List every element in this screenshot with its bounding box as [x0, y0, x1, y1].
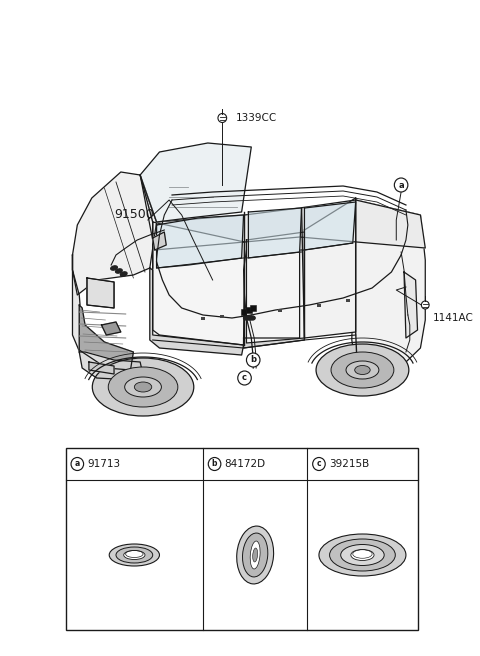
- Text: b: b: [250, 356, 256, 365]
- Polygon shape: [101, 322, 121, 335]
- Ellipse shape: [246, 316, 252, 320]
- Ellipse shape: [341, 544, 384, 565]
- Ellipse shape: [116, 547, 153, 563]
- Ellipse shape: [346, 361, 379, 379]
- Ellipse shape: [331, 352, 394, 388]
- Polygon shape: [304, 198, 356, 338]
- Polygon shape: [140, 143, 252, 222]
- Bar: [240, 309, 246, 315]
- Ellipse shape: [125, 377, 161, 397]
- Polygon shape: [352, 200, 425, 378]
- Polygon shape: [153, 232, 166, 250]
- Ellipse shape: [252, 548, 258, 562]
- Ellipse shape: [330, 539, 396, 571]
- Polygon shape: [79, 305, 133, 370]
- Polygon shape: [243, 250, 304, 348]
- Ellipse shape: [92, 358, 194, 416]
- Ellipse shape: [237, 526, 274, 584]
- Bar: [66, 448, 418, 630]
- Text: a: a: [75, 459, 80, 468]
- Bar: [251, 305, 256, 311]
- Text: c: c: [317, 459, 321, 468]
- Ellipse shape: [116, 269, 122, 273]
- Ellipse shape: [109, 544, 159, 566]
- Circle shape: [312, 457, 325, 470]
- Polygon shape: [72, 172, 156, 295]
- Polygon shape: [79, 352, 143, 380]
- Polygon shape: [304, 202, 356, 250]
- Circle shape: [208, 457, 221, 470]
- Polygon shape: [246, 232, 304, 343]
- Bar: [220, 314, 224, 318]
- Ellipse shape: [316, 344, 409, 396]
- Circle shape: [218, 113, 227, 123]
- Ellipse shape: [319, 534, 406, 576]
- Ellipse shape: [134, 382, 152, 392]
- Bar: [246, 307, 252, 313]
- Text: a: a: [398, 180, 404, 190]
- Polygon shape: [153, 222, 244, 345]
- Text: c: c: [242, 373, 247, 382]
- Bar: [278, 308, 282, 312]
- Text: 39215B: 39215B: [329, 459, 369, 469]
- Polygon shape: [150, 268, 243, 355]
- Ellipse shape: [120, 272, 127, 276]
- Polygon shape: [248, 208, 301, 258]
- Ellipse shape: [243, 316, 249, 320]
- Text: 91713: 91713: [87, 459, 120, 469]
- Polygon shape: [156, 215, 243, 268]
- Polygon shape: [140, 175, 425, 250]
- Circle shape: [71, 457, 84, 470]
- Ellipse shape: [250, 541, 260, 569]
- Ellipse shape: [351, 550, 374, 560]
- Text: 1339CC: 1339CC: [236, 113, 277, 123]
- Polygon shape: [89, 362, 114, 374]
- Circle shape: [421, 301, 429, 309]
- Ellipse shape: [124, 550, 145, 560]
- Ellipse shape: [355, 365, 370, 375]
- Circle shape: [246, 353, 260, 367]
- Circle shape: [238, 371, 252, 385]
- Ellipse shape: [108, 367, 178, 407]
- Text: b: b: [212, 459, 217, 468]
- Text: 84172D: 84172D: [225, 459, 266, 469]
- Polygon shape: [87, 278, 114, 308]
- Bar: [346, 298, 350, 302]
- Circle shape: [395, 178, 408, 192]
- Text: 1141AC: 1141AC: [433, 313, 474, 323]
- Ellipse shape: [111, 266, 117, 270]
- Polygon shape: [404, 272, 418, 338]
- Text: 91500: 91500: [114, 209, 154, 222]
- Ellipse shape: [249, 316, 255, 320]
- Ellipse shape: [242, 533, 268, 577]
- Bar: [201, 316, 205, 319]
- Polygon shape: [72, 255, 135, 378]
- Bar: [317, 304, 321, 306]
